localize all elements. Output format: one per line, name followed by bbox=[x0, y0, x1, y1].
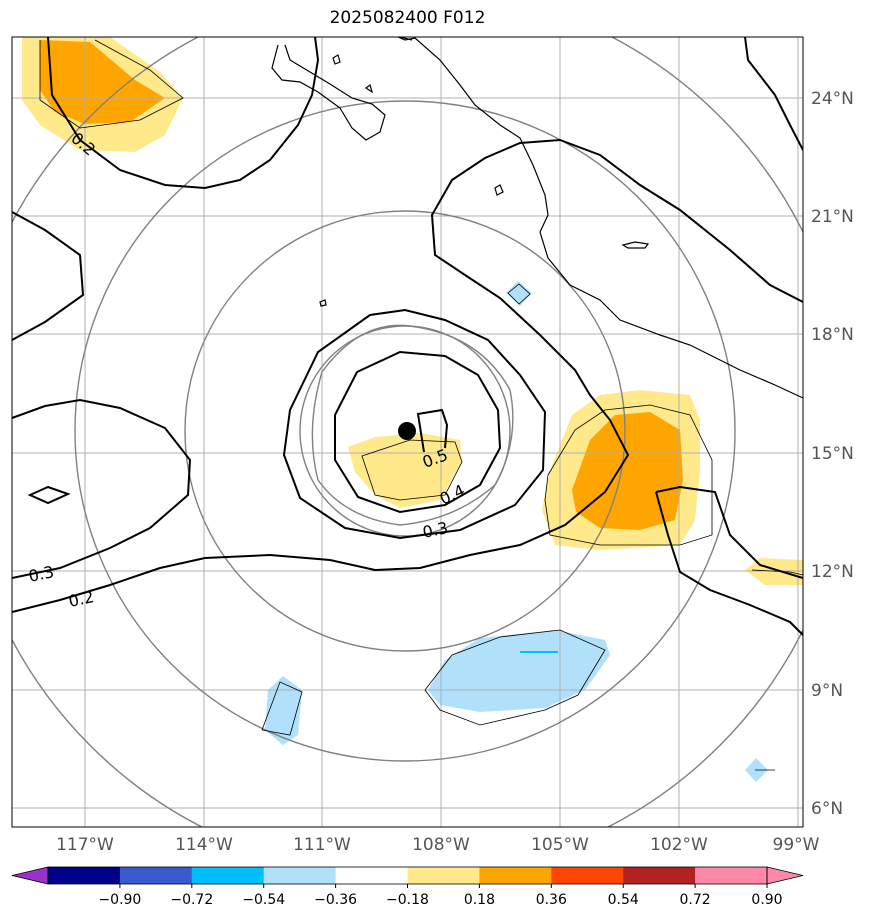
map-frame bbox=[11, 36, 804, 828]
lon-tick-label: 111°W bbox=[293, 835, 351, 855]
lon-tick-label: 105°W bbox=[531, 835, 589, 855]
colorbar-segment bbox=[407, 867, 480, 884]
gridlines bbox=[12, 37, 803, 827]
lon-tick-label: 117°W bbox=[56, 835, 114, 855]
lat-tick-label: 15°N bbox=[811, 444, 854, 464]
colorbar-segment bbox=[479, 867, 552, 884]
distance-rings bbox=[12, 37, 803, 827]
lat-tick-label: 6°N bbox=[811, 799, 843, 819]
lon-tick-label: 114°W bbox=[175, 835, 233, 855]
colorbar-tick-label: 0.36 bbox=[536, 892, 567, 908]
lon-tick-label: 102°W bbox=[650, 835, 708, 855]
colorbar-segment bbox=[623, 867, 696, 884]
negative-shading-south bbox=[428, 630, 610, 712]
colorbar-tick-label: −0.18 bbox=[386, 892, 429, 908]
colorbar bbox=[11, 866, 804, 885]
storm-center-marker bbox=[398, 422, 416, 440]
shaded-field bbox=[22, 37, 803, 782]
colorbar-tick-label: 0.54 bbox=[608, 892, 639, 908]
colorbar-tick-label: −0.72 bbox=[170, 892, 213, 908]
latitude-labels: 6°N 9°N 12°N 15°N 18°N 21°N 24°N bbox=[811, 89, 854, 819]
map-title: 2025082400 F012 bbox=[329, 8, 486, 28]
contour-label-west-02: 0.2 bbox=[67, 587, 96, 611]
lat-tick-label: 12°N bbox=[811, 562, 854, 582]
lon-tick-label: 99°W bbox=[773, 835, 820, 855]
lat-tick-label: 24°N bbox=[811, 89, 854, 109]
positive-shading-east-core bbox=[572, 412, 683, 530]
colorbar-extension-low bbox=[11, 866, 49, 885]
black-contours bbox=[12, 37, 803, 636]
negative-shading-small bbox=[506, 281, 532, 306]
inner-gray-contour bbox=[311, 324, 514, 526]
contour-label-center-03: 0.3 bbox=[421, 518, 450, 542]
colorbar-segment bbox=[48, 867, 121, 884]
colorbar-tick-label: 0.90 bbox=[751, 892, 782, 908]
colorbar-segment bbox=[119, 867, 193, 884]
coastline bbox=[271, 37, 803, 399]
lat-tick-label: 21°N bbox=[811, 207, 854, 227]
colorbar-labels: −0.90 −0.72 −0.54 −0.36 −0.18 0.18 0.36 0.54 0.7… bbox=[98, 884, 783, 908]
lat-tick-label: 9°N bbox=[811, 681, 843, 701]
colorbar-tick-label: 0.72 bbox=[680, 892, 711, 908]
positive-shading-nw-core bbox=[40, 40, 165, 124]
contour-label-west-03: 0.3 bbox=[27, 562, 56, 586]
colorbar-tick-label: −0.90 bbox=[98, 892, 141, 908]
lat-tick-label: 18°N bbox=[811, 325, 854, 345]
colorbar-tick-label: −0.54 bbox=[242, 892, 285, 908]
longitude-labels: 117°W 114°W 111°W 108°W 105°W 102°W 99°W bbox=[56, 835, 820, 855]
colorbar-segment bbox=[191, 867, 265, 884]
lon-tick-label: 108°W bbox=[412, 835, 470, 855]
colorbar-tick-label: 0.18 bbox=[464, 892, 495, 908]
colorbar-segment bbox=[335, 867, 408, 884]
thin-contours bbox=[39, 39, 803, 771]
colorbar-tick-label: −0.36 bbox=[314, 892, 357, 908]
negative-shading-sw bbox=[265, 676, 302, 745]
positive-shading-center bbox=[348, 433, 462, 508]
colorbar-extension-high bbox=[766, 866, 804, 885]
colorbar-segment bbox=[263, 867, 337, 884]
colorbar-segment bbox=[695, 867, 768, 884]
colorbar-segment bbox=[551, 867, 624, 884]
